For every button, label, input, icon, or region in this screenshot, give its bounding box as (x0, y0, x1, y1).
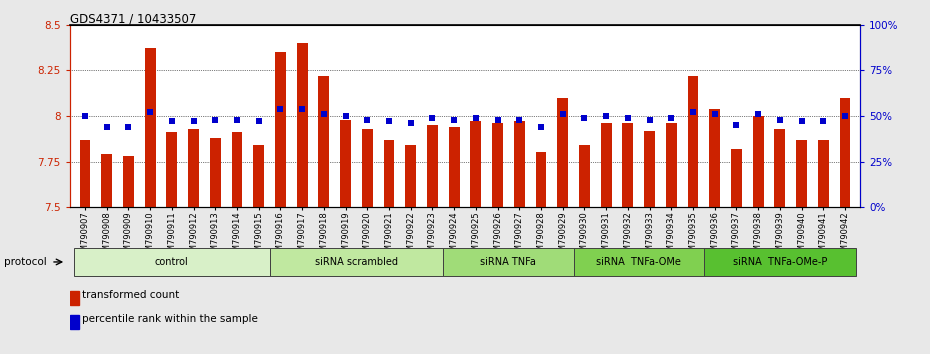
Bar (166, 132, 178, 207)
Text: percentile rank within the sample: percentile rank within the sample (82, 314, 259, 324)
Point (577, 115, 591, 121)
Point (708, 111, 723, 117)
Bar (297, 43, 308, 207)
Point (642, 117, 657, 122)
Point (251, 119, 266, 124)
Point (794, 119, 809, 124)
Bar (704, 248, 856, 276)
Bar (817, 139, 829, 207)
Point (838, 113, 853, 119)
Bar (145, 48, 155, 207)
Point (555, 111, 570, 117)
Bar (448, 127, 459, 207)
Bar (70, 315, 79, 329)
Text: control: control (155, 257, 189, 267)
Point (664, 115, 679, 121)
Bar (579, 145, 590, 207)
Point (425, 115, 440, 121)
Bar (557, 98, 568, 207)
Point (404, 120, 418, 126)
Bar (601, 123, 612, 207)
Bar (840, 98, 850, 207)
Point (381, 119, 396, 124)
Point (446, 117, 461, 122)
Bar (471, 121, 482, 207)
Bar (710, 109, 720, 207)
Point (186, 119, 201, 124)
Bar (101, 154, 113, 207)
Point (360, 117, 375, 122)
Bar (427, 125, 438, 207)
Point (469, 115, 484, 121)
Point (490, 117, 505, 122)
Bar (383, 139, 394, 207)
Bar (666, 123, 677, 207)
Bar (731, 149, 742, 207)
Point (77, 113, 92, 119)
Text: siRNA  TNFa-OMe: siRNA TNFa-OMe (596, 257, 681, 267)
Bar (232, 132, 243, 207)
Bar (574, 248, 704, 276)
Bar (687, 76, 698, 207)
Point (273, 106, 288, 112)
Bar (362, 129, 373, 207)
Point (339, 113, 353, 119)
Point (534, 124, 549, 130)
Bar (340, 120, 351, 207)
Point (620, 115, 635, 121)
Text: siRNA scrambled: siRNA scrambled (315, 257, 398, 267)
Bar (444, 248, 574, 276)
Bar (70, 291, 79, 305)
Point (165, 119, 179, 124)
Bar (536, 152, 547, 207)
Point (100, 124, 114, 130)
Bar (210, 138, 220, 207)
Bar (188, 129, 199, 207)
Bar (74, 248, 270, 276)
Bar (123, 156, 134, 207)
Point (230, 117, 245, 122)
Bar (80, 139, 90, 207)
Text: protocol: protocol (4, 257, 46, 267)
Bar (796, 139, 807, 207)
Point (773, 117, 788, 122)
Bar (492, 123, 503, 207)
Text: siRNA  TNFa-OMe-P: siRNA TNFa-OMe-P (733, 257, 827, 267)
Point (121, 124, 136, 130)
Point (142, 109, 157, 115)
Text: siRNA TNFa: siRNA TNFa (481, 257, 537, 267)
Bar (275, 52, 286, 207)
Point (729, 122, 744, 128)
Bar (405, 145, 416, 207)
Bar (270, 248, 444, 276)
Point (295, 106, 310, 112)
Bar (318, 76, 329, 207)
Bar (622, 123, 633, 207)
Bar (775, 129, 785, 207)
Point (599, 113, 614, 119)
Point (685, 109, 700, 115)
Bar (514, 121, 525, 207)
Text: transformed count: transformed count (82, 290, 179, 300)
Point (207, 117, 222, 122)
Point (316, 111, 331, 117)
Text: GDS4371 / 10433507: GDS4371 / 10433507 (70, 12, 196, 25)
Point (512, 117, 526, 122)
Point (751, 111, 765, 117)
Bar (253, 145, 264, 207)
Point (816, 119, 830, 124)
Bar (752, 116, 764, 207)
Bar (644, 131, 655, 207)
